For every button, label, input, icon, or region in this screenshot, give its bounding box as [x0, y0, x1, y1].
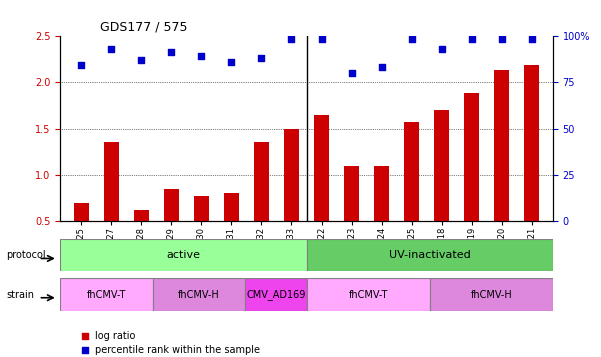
FancyBboxPatch shape: [60, 278, 153, 311]
Point: [526, 142, 535, 147]
Point: [76, 62, 86, 68]
Point: [467, 36, 477, 42]
Bar: [163, 189, 179, 268]
Bar: [254, 142, 269, 268]
Point: [407, 36, 416, 42]
Text: protocol: protocol: [6, 250, 46, 260]
Bar: [104, 142, 118, 268]
Bar: [464, 93, 480, 268]
Text: UV-inactivated: UV-inactivated: [389, 250, 471, 260]
FancyBboxPatch shape: [430, 278, 553, 311]
FancyBboxPatch shape: [60, 239, 307, 271]
FancyBboxPatch shape: [307, 239, 553, 271]
Text: log ratio: log ratio: [94, 331, 135, 341]
Text: fhCMV-T: fhCMV-T: [349, 290, 388, 300]
Text: fhCMV-H: fhCMV-H: [471, 290, 512, 300]
Bar: [374, 166, 389, 268]
FancyBboxPatch shape: [245, 278, 307, 311]
Bar: [133, 210, 149, 268]
Point: [527, 36, 537, 42]
Text: active: active: [166, 250, 200, 260]
Point: [227, 59, 236, 65]
Point: [526, 271, 535, 277]
Text: CMV_AD169: CMV_AD169: [246, 289, 305, 300]
Point: [106, 46, 116, 51]
FancyBboxPatch shape: [307, 278, 430, 311]
Bar: [404, 122, 419, 268]
Point: [287, 36, 296, 42]
Point: [437, 46, 447, 51]
Bar: [314, 115, 329, 268]
Text: strain: strain: [6, 290, 34, 300]
Bar: [434, 110, 449, 268]
Point: [497, 36, 507, 42]
Point: [136, 57, 146, 63]
Text: percentile rank within the sample: percentile rank within the sample: [94, 345, 260, 355]
Bar: [194, 196, 209, 268]
Point: [317, 36, 326, 42]
Bar: [344, 166, 359, 268]
Bar: [74, 203, 89, 268]
Point: [166, 50, 176, 55]
Text: GDS177 / 575: GDS177 / 575: [100, 20, 187, 33]
Point: [377, 64, 386, 70]
Point: [197, 53, 206, 59]
Bar: [524, 65, 539, 268]
Text: fhCMV-H: fhCMV-H: [178, 290, 219, 300]
Bar: [284, 129, 299, 268]
Bar: [494, 70, 509, 268]
FancyBboxPatch shape: [153, 278, 245, 311]
Point: [347, 70, 356, 76]
Point: [257, 55, 266, 61]
Bar: [224, 192, 239, 268]
Text: fhCMV-T: fhCMV-T: [87, 290, 126, 300]
